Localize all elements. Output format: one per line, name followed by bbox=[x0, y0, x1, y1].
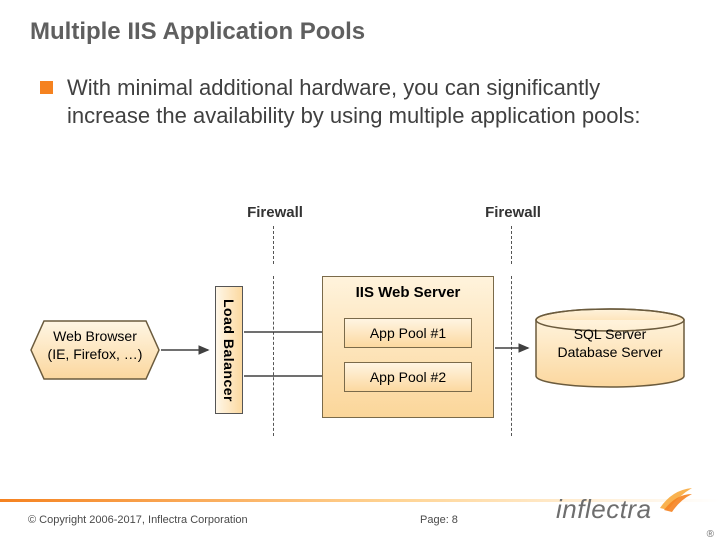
browser-line2: (IE, Firefox, …) bbox=[48, 346, 143, 362]
firewall-label-1: Firewall bbox=[245, 204, 305, 221]
arrow-browser-to-lb bbox=[160, 342, 216, 358]
firewall-line-2b bbox=[511, 276, 512, 436]
app-pool-1: App Pool #1 bbox=[344, 318, 472, 348]
browser-line1: Web Browser bbox=[53, 328, 137, 344]
registered-mark: ® bbox=[707, 529, 714, 540]
db-line1: SQL Server bbox=[574, 326, 647, 342]
page-number: Page: 8 bbox=[420, 514, 458, 526]
slide-title: Multiple IIS Application Pools bbox=[30, 18, 365, 46]
inflectra-logo: inflectra bbox=[556, 494, 696, 534]
iis-title: IIS Web Server bbox=[322, 284, 494, 301]
load-balancer-label: Load Balancer bbox=[215, 286, 243, 414]
logo-text: inflectra bbox=[556, 494, 652, 524]
firewall-line-1a bbox=[273, 226, 274, 264]
app-pool-2: App Pool #2 bbox=[344, 362, 472, 392]
bullet-text: With minimal additional hardware, you ca… bbox=[67, 74, 680, 129]
arrow-iis-to-db bbox=[494, 340, 536, 356]
firewall-label-2: Firewall bbox=[483, 204, 543, 221]
load-balancer-text: Load Balancer bbox=[221, 299, 237, 402]
architecture-diagram: Firewall Firewall Web Browser (IE, Firef… bbox=[0, 180, 720, 460]
firewall-line-2a bbox=[511, 226, 512, 264]
bullet-marker bbox=[40, 81, 53, 94]
db-label: SQL Server Database Server bbox=[534, 326, 686, 361]
logo-swoosh-icon bbox=[658, 486, 694, 512]
copyright-text: © Copyright 2006-2017, Inflectra Corpora… bbox=[28, 514, 248, 526]
db-line2: Database Server bbox=[557, 344, 662, 360]
firewall-line-1b bbox=[273, 276, 274, 436]
browser-label: Web Browser (IE, Firefox, …) bbox=[30, 328, 160, 363]
bullet-row: With minimal additional hardware, you ca… bbox=[40, 74, 680, 129]
